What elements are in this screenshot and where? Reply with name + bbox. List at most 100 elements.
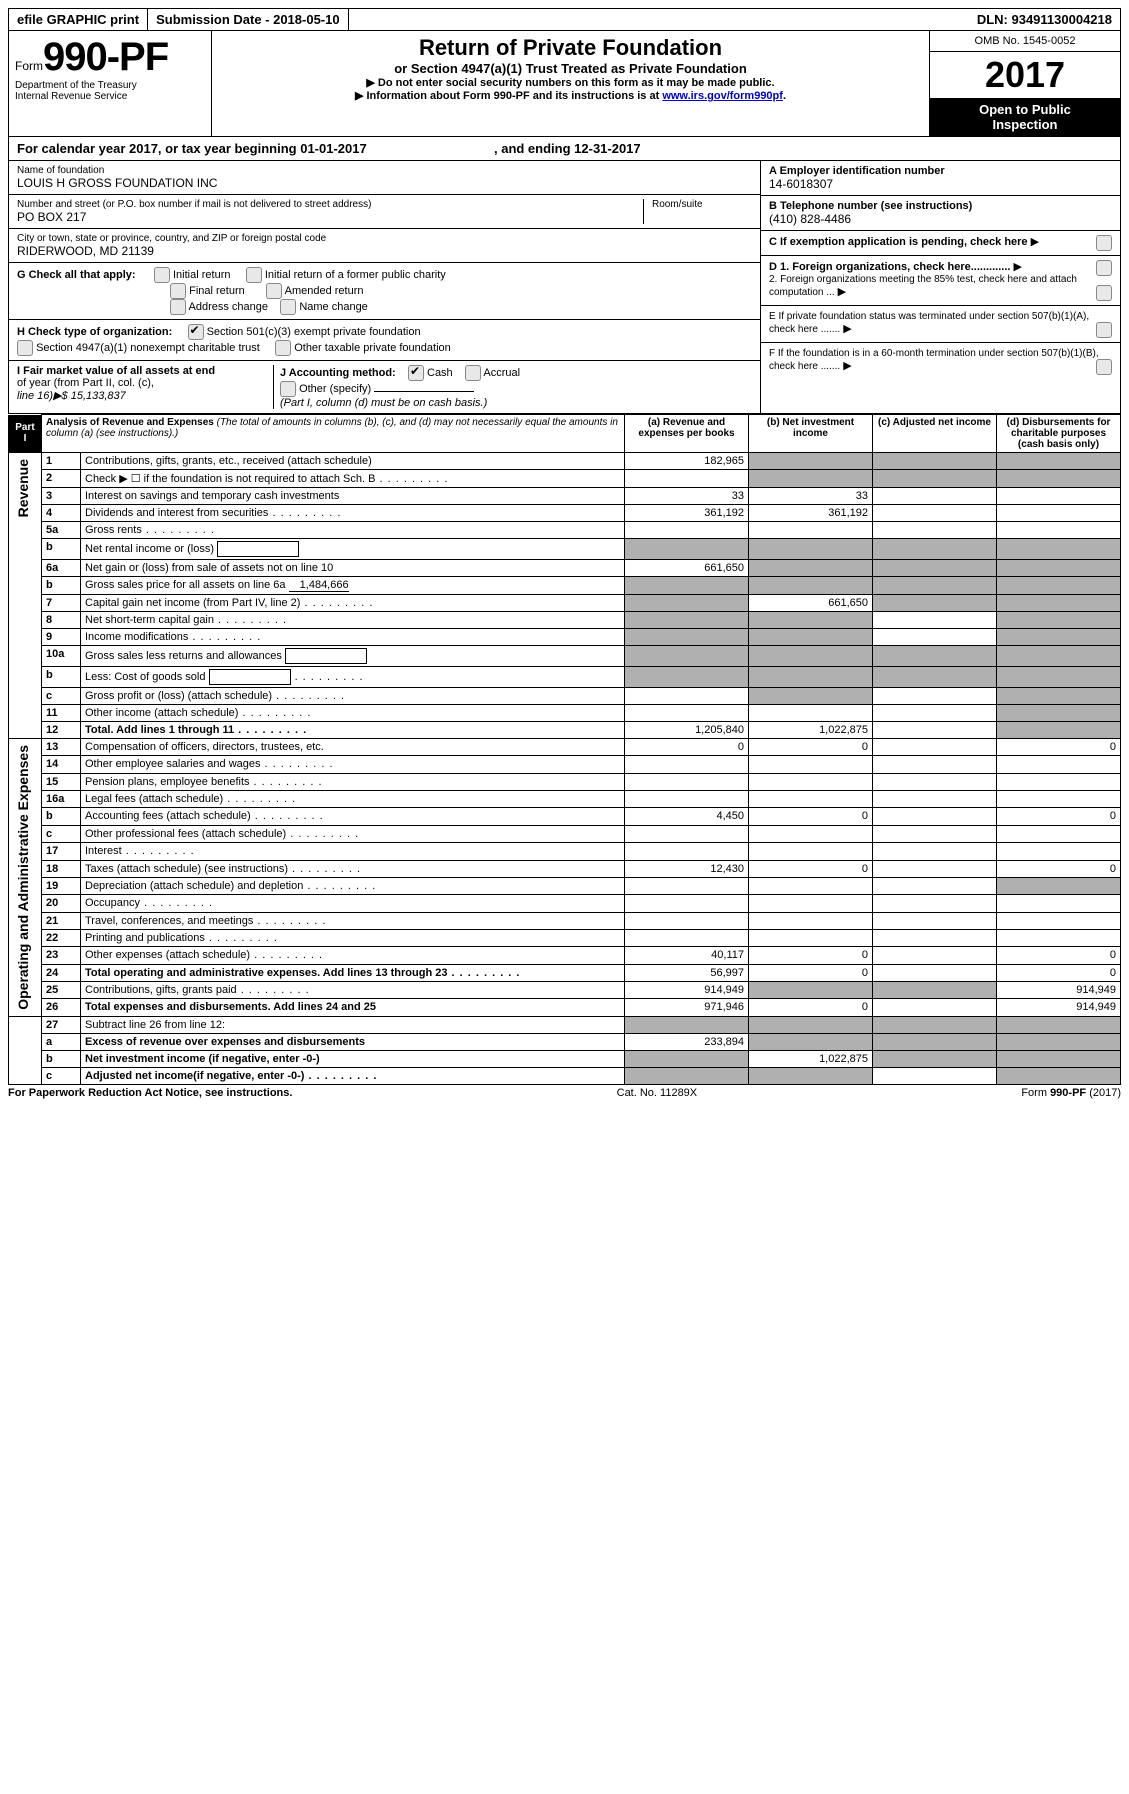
chk-501c3[interactable]	[188, 324, 204, 340]
col-d-header: (d) Disbursements for charitable purpose…	[997, 415, 1121, 453]
value-cell	[749, 773, 873, 790]
value-cell	[873, 947, 997, 964]
value-cell	[997, 877, 1121, 894]
calyear-end: , and ending 12-31-2017	[494, 141, 641, 156]
table-row: 5aGross rents	[9, 522, 1121, 539]
value-cell	[749, 667, 873, 688]
chk-name-change[interactable]	[280, 299, 296, 315]
table-row: 25Contributions, gifts, grants paid914,9…	[9, 982, 1121, 999]
value-cell: 33	[625, 488, 749, 505]
value-cell	[625, 629, 749, 646]
line-number: 2	[42, 470, 81, 488]
table-row: 8Net short-term capital gain	[9, 612, 1121, 629]
line-number: 5a	[42, 522, 81, 539]
calyear-begin: For calendar year 2017, or tax year begi…	[17, 141, 367, 156]
value-cell	[873, 505, 997, 522]
value-cell	[997, 791, 1121, 808]
line-description: Net short-term capital gain	[81, 612, 625, 629]
value-cell	[873, 453, 997, 470]
j-opt-cash: Cash	[427, 367, 453, 379]
chk-60-month[interactable]	[1096, 359, 1112, 375]
note2-prefix: ▶ Information about Form 990-PF and its …	[355, 90, 662, 102]
b-value: (410) 828-4486	[769, 212, 851, 226]
value-cell	[749, 756, 873, 773]
chk-initial-former[interactable]	[246, 267, 262, 283]
value-cell	[873, 560, 997, 577]
j-label: J Accounting method:	[280, 367, 396, 379]
part-1-title-cell: Analysis of Revenue and Expenses (The to…	[42, 415, 625, 453]
value-cell: 56,997	[625, 964, 749, 981]
value-cell	[749, 705, 873, 722]
chk-initial-return[interactable]	[154, 267, 170, 283]
form-note-2: ▶ Information about Form 990-PF and its …	[216, 89, 925, 102]
value-cell: 0	[997, 860, 1121, 877]
line-description: Gross sales price for all assets on line…	[81, 577, 625, 595]
chk-exemption-pending[interactable]	[1096, 235, 1112, 251]
line-number: 22	[42, 929, 81, 946]
part-1-label: Part I	[9, 415, 42, 453]
chk-foreign-org[interactable]	[1096, 260, 1112, 276]
value-cell: 971,946	[625, 999, 749, 1016]
line-description: Gross sales less returns and allowances	[81, 646, 625, 667]
line-description: Interest on savings and temporary cash i…	[81, 488, 625, 505]
side-label-cell	[9, 1016, 42, 1084]
line-number: b	[42, 808, 81, 825]
chk-foreign-85[interactable]	[1096, 285, 1112, 301]
value-cell	[625, 1016, 749, 1033]
value-cell	[873, 595, 997, 612]
chk-4947a1[interactable]	[17, 340, 33, 356]
chk-cash[interactable]	[408, 365, 424, 381]
value-cell	[873, 825, 997, 842]
form-header: Form990-PF Department of the Treasury In…	[8, 31, 1121, 137]
value-cell: 661,650	[625, 560, 749, 577]
chk-other-taxable[interactable]	[275, 340, 291, 356]
j-opt-accrual: Accrual	[483, 367, 520, 379]
value-cell	[997, 1033, 1121, 1050]
value-cell	[873, 895, 997, 912]
value-cell: 1,022,875	[749, 722, 873, 739]
value-cell	[749, 982, 873, 999]
value-cell: 361,192	[625, 505, 749, 522]
efile-print-button[interactable]: efile GRAPHIC print	[9, 9, 148, 30]
side-label: Operating and Administrative Expenses	[13, 741, 33, 1014]
value-cell	[997, 1050, 1121, 1067]
value-cell	[749, 877, 873, 894]
instructions-link[interactable]: www.irs.gov/form990pf	[662, 90, 783, 102]
value-cell	[997, 929, 1121, 946]
j-other-field[interactable]	[374, 391, 474, 392]
foundation-name-value: LOUIS H GROSS FOUNDATION INC	[17, 176, 752, 190]
i-label-1: I Fair market value of all assets at end	[17, 365, 215, 377]
table-row: 12Total. Add lines 1 through 111,205,840…	[9, 722, 1121, 739]
chk-other-method[interactable]	[280, 381, 296, 397]
dln: DLN: 93491130004218	[969, 9, 1120, 30]
line-description: Pension plans, employee benefits	[81, 773, 625, 790]
g-opt-3: Amended return	[285, 285, 364, 297]
value-cell: 0	[997, 739, 1121, 756]
chk-amended-return[interactable]	[266, 283, 282, 299]
chk-address-change[interactable]	[170, 299, 186, 315]
omb-number: OMB No. 1545-0052	[930, 31, 1120, 52]
value-cell	[749, 577, 873, 595]
line-description: Contributions, gifts, grants paid	[81, 982, 625, 999]
line-description: Interest	[81, 843, 625, 860]
form-prefix: Form	[15, 59, 43, 73]
h-opt-0: Section 501(c)(3) exempt private foundat…	[207, 326, 421, 338]
line-number: 6a	[42, 560, 81, 577]
line-number: 23	[42, 947, 81, 964]
chk-terminated[interactable]	[1096, 322, 1112, 338]
chk-accrual[interactable]	[465, 365, 481, 381]
value-cell	[625, 895, 749, 912]
value-cell	[997, 773, 1121, 790]
side-label-cell: Operating and Administrative Expenses	[9, 739, 42, 1017]
line-description: Subtract line 26 from line 12:	[81, 1016, 625, 1033]
line-number: 1	[42, 453, 81, 470]
line-description: Total. Add lines 1 through 11	[81, 722, 625, 739]
value-cell	[749, 453, 873, 470]
value-cell: 1,205,840	[625, 722, 749, 739]
table-row: 23Other expenses (attach schedule)40,117…	[9, 947, 1121, 964]
table-row: 24Total operating and administrative exp…	[9, 964, 1121, 981]
identity-left: Name of foundation LOUIS H GROSS FOUNDAT…	[9, 161, 760, 413]
line-description: Compensation of officers, directors, tru…	[81, 739, 625, 756]
chk-final-return[interactable]	[170, 283, 186, 299]
value-cell	[873, 929, 997, 946]
